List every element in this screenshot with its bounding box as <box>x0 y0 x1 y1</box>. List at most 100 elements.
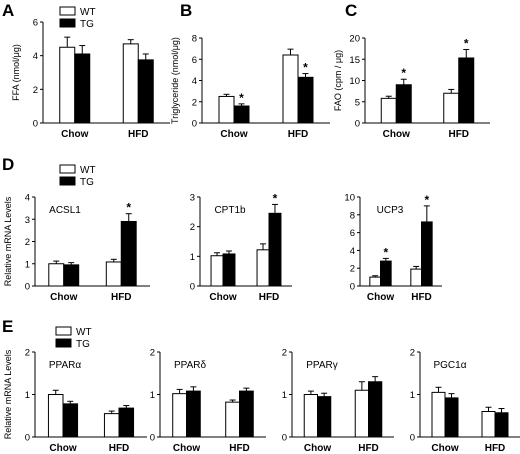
plots-layer: 0 2 4 6 FFA (nmol/μg) Chow HFD 0 2 4 6 8 Triglycerid… <box>3 18 520 454</box>
significance-star: * <box>401 66 406 80</box>
bar-wt <box>105 261 122 287</box>
category-label: Chow <box>220 129 247 140</box>
legend-d: WT TG <box>59 164 96 188</box>
bar-wt <box>380 97 397 124</box>
chart-d2: 0 1 2 3 CPT1b Chow * HFD <box>190 191 292 303</box>
y-tick-label: 20 <box>349 34 360 45</box>
bar-tg <box>297 76 314 124</box>
chart-d1: 0 1 2 3 4 Relative mRNA Levels ACSL1 Chow * HFD <box>3 193 150 303</box>
chart-e2: 0 1 2 PPARδ Chow HFD <box>150 348 266 454</box>
panel-letter-c: C <box>345 1 357 20</box>
legend-tg-swatch <box>59 176 76 186</box>
chart-title: PPARα <box>49 360 81 371</box>
y-tick-label: 0 <box>192 119 197 130</box>
bar-tg <box>444 397 459 438</box>
bar-tg <box>74 53 91 124</box>
bar-tg <box>368 381 383 438</box>
bar-tg <box>239 390 254 438</box>
y-tick-label: 0 <box>33 119 38 130</box>
category-label: HFD <box>485 443 506 454</box>
significance-star: * <box>273 191 278 205</box>
significance-star: * <box>383 245 388 259</box>
category-label: HFD <box>259 292 280 303</box>
legend-tg-label: TG <box>80 19 94 30</box>
category-label: Chow <box>49 443 76 454</box>
significance-star: * <box>126 201 131 215</box>
chart-title: PPARδ <box>174 360 206 371</box>
y-tick-label: 2 <box>350 264 355 275</box>
chart-a: 0 2 4 6 FFA (nmol/μg) Chow HFD <box>11 18 170 140</box>
y-tick-label: 2 <box>33 85 38 96</box>
y-tick-label: 15 <box>349 55 360 66</box>
bar-wt <box>210 255 224 287</box>
y-tick-label: 0 <box>410 433 415 444</box>
bar-wt <box>103 413 120 438</box>
legend-tg-label: TG <box>76 339 90 350</box>
chart-title: UCP3 <box>377 205 404 216</box>
category-label: Chow <box>61 129 88 140</box>
legend-wt-label: WT <box>80 7 96 18</box>
y-axis-title: FAO (cpm / μg) <box>333 50 343 111</box>
bar-tg <box>118 407 135 438</box>
y-tick-label: 2 <box>192 97 197 108</box>
y-tick-label: 8 <box>350 210 355 221</box>
bar-tg <box>222 253 236 287</box>
significance-star: * <box>303 61 308 75</box>
legend-wt-swatch <box>59 164 76 174</box>
legend-e: WT TG <box>55 326 92 350</box>
y-tick-label: 2 <box>150 348 155 359</box>
category-label: HFD <box>229 443 250 454</box>
y-tick-label: 0 <box>350 282 355 293</box>
bar-wt <box>354 389 369 438</box>
y-tick-label: 1 <box>150 390 155 401</box>
legend-wt-label: WT <box>80 165 96 176</box>
chart-e4: 0 1 2 PGC1α Chow HFD <box>410 348 520 454</box>
bar-tg <box>268 212 282 287</box>
y-tick-label: 2 <box>410 348 415 359</box>
category-label: HFD <box>288 129 309 140</box>
y-tick-label: 5 <box>355 97 360 108</box>
y-tick-label: 4 <box>350 246 355 257</box>
bar-tg <box>137 59 154 124</box>
category-label: HFD <box>128 129 149 140</box>
panel-letter-a: A <box>2 1 14 20</box>
y-tick-label: 4 <box>33 51 38 62</box>
chart-e3: 0 1 2 PPARγ Chow HFD <box>282 348 394 454</box>
bar-wt <box>431 391 446 438</box>
chart-title: CPT1b <box>214 205 246 216</box>
significance-star: * <box>464 36 469 50</box>
legend-wt-swatch <box>59 6 76 16</box>
bar-wt <box>172 393 188 438</box>
bar-tg <box>62 403 79 438</box>
y-tick-label: 10 <box>349 76 360 87</box>
legend-tg-swatch <box>55 338 72 348</box>
category-label: HFD <box>109 443 130 454</box>
bar-tg <box>380 260 392 287</box>
significance-star: * <box>239 91 244 105</box>
panel-letter-b: B <box>180 1 192 20</box>
y-tick-label: 1 <box>410 390 415 401</box>
y-tick-label: 0 <box>150 433 155 444</box>
bar-wt <box>481 411 496 438</box>
bar-tg <box>63 264 80 287</box>
bar-wt <box>256 249 270 287</box>
y-tick-label: 6 <box>350 228 355 239</box>
bar-tg <box>317 396 332 438</box>
y-tick-label: 6 <box>192 55 197 66</box>
bar-wt <box>218 95 235 124</box>
significance-star: * <box>424 193 429 207</box>
y-tick-label: 3 <box>190 193 195 204</box>
bar-wt <box>47 394 64 438</box>
y-tick-label: 0 <box>190 282 195 293</box>
bar-tg <box>233 105 250 124</box>
bar-wt <box>443 92 460 124</box>
y-tick-label: 0 <box>355 119 360 130</box>
panel-letter-d: D <box>2 155 14 174</box>
y-tick-label: 10 <box>344 193 355 204</box>
y-tick-label: 2 <box>25 348 30 359</box>
y-tick-label: 6 <box>33 18 38 29</box>
y-tick-label: 4 <box>192 76 197 87</box>
category-label: Chow <box>209 292 236 303</box>
bar-wt <box>48 263 65 287</box>
chart-b: 0 2 4 6 8 Triglyceride (nmol/μg) * Chow * HFD <box>170 34 330 140</box>
